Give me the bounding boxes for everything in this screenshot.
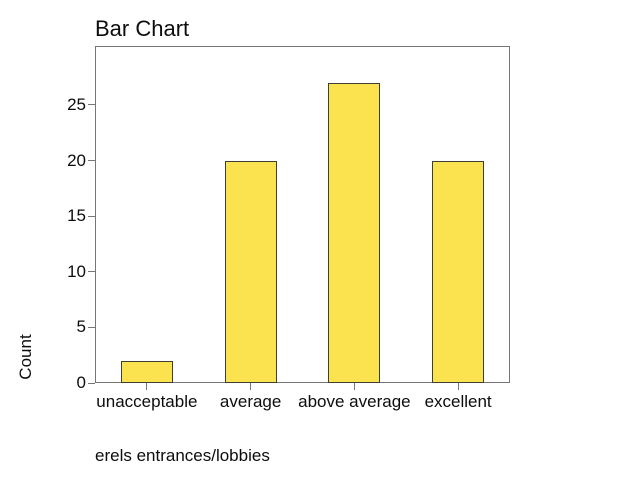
y-tick-mark [88,326,95,328]
x-tick-mark [457,383,459,390]
y-tick-mark [88,215,95,217]
y-tick-label: 0 [76,373,86,392]
chart-title: Bar Chart [95,16,190,41]
x-tick-label: above average [298,392,411,411]
bar-excellent [432,160,485,383]
bar-above-average [328,82,381,383]
x-tick-mark [353,383,355,390]
y-tick-mark [88,382,95,384]
x-tick-mark [146,383,148,390]
y-tick-mark [88,271,95,273]
y-tick-label: 25 [67,94,86,114]
x-tick-label: excellent [424,392,492,411]
x-tick-label: unacceptable [96,392,198,411]
x-axis-label: erels entrances/lobbies [95,446,270,465]
y-tick-label: 5 [76,317,86,337]
y-tick-label: 10 [67,261,86,281]
y-tick-mark [88,104,95,106]
x-tick-label: average [219,392,282,411]
bar-unacceptable [120,360,173,383]
y-tick-label: 15 [67,206,86,226]
y-axis-label: Count [16,334,35,380]
y-tick-label: 20 [67,150,86,170]
x-tick-mark [250,383,252,390]
y-tick-mark [88,160,95,162]
bar-average [224,160,277,383]
